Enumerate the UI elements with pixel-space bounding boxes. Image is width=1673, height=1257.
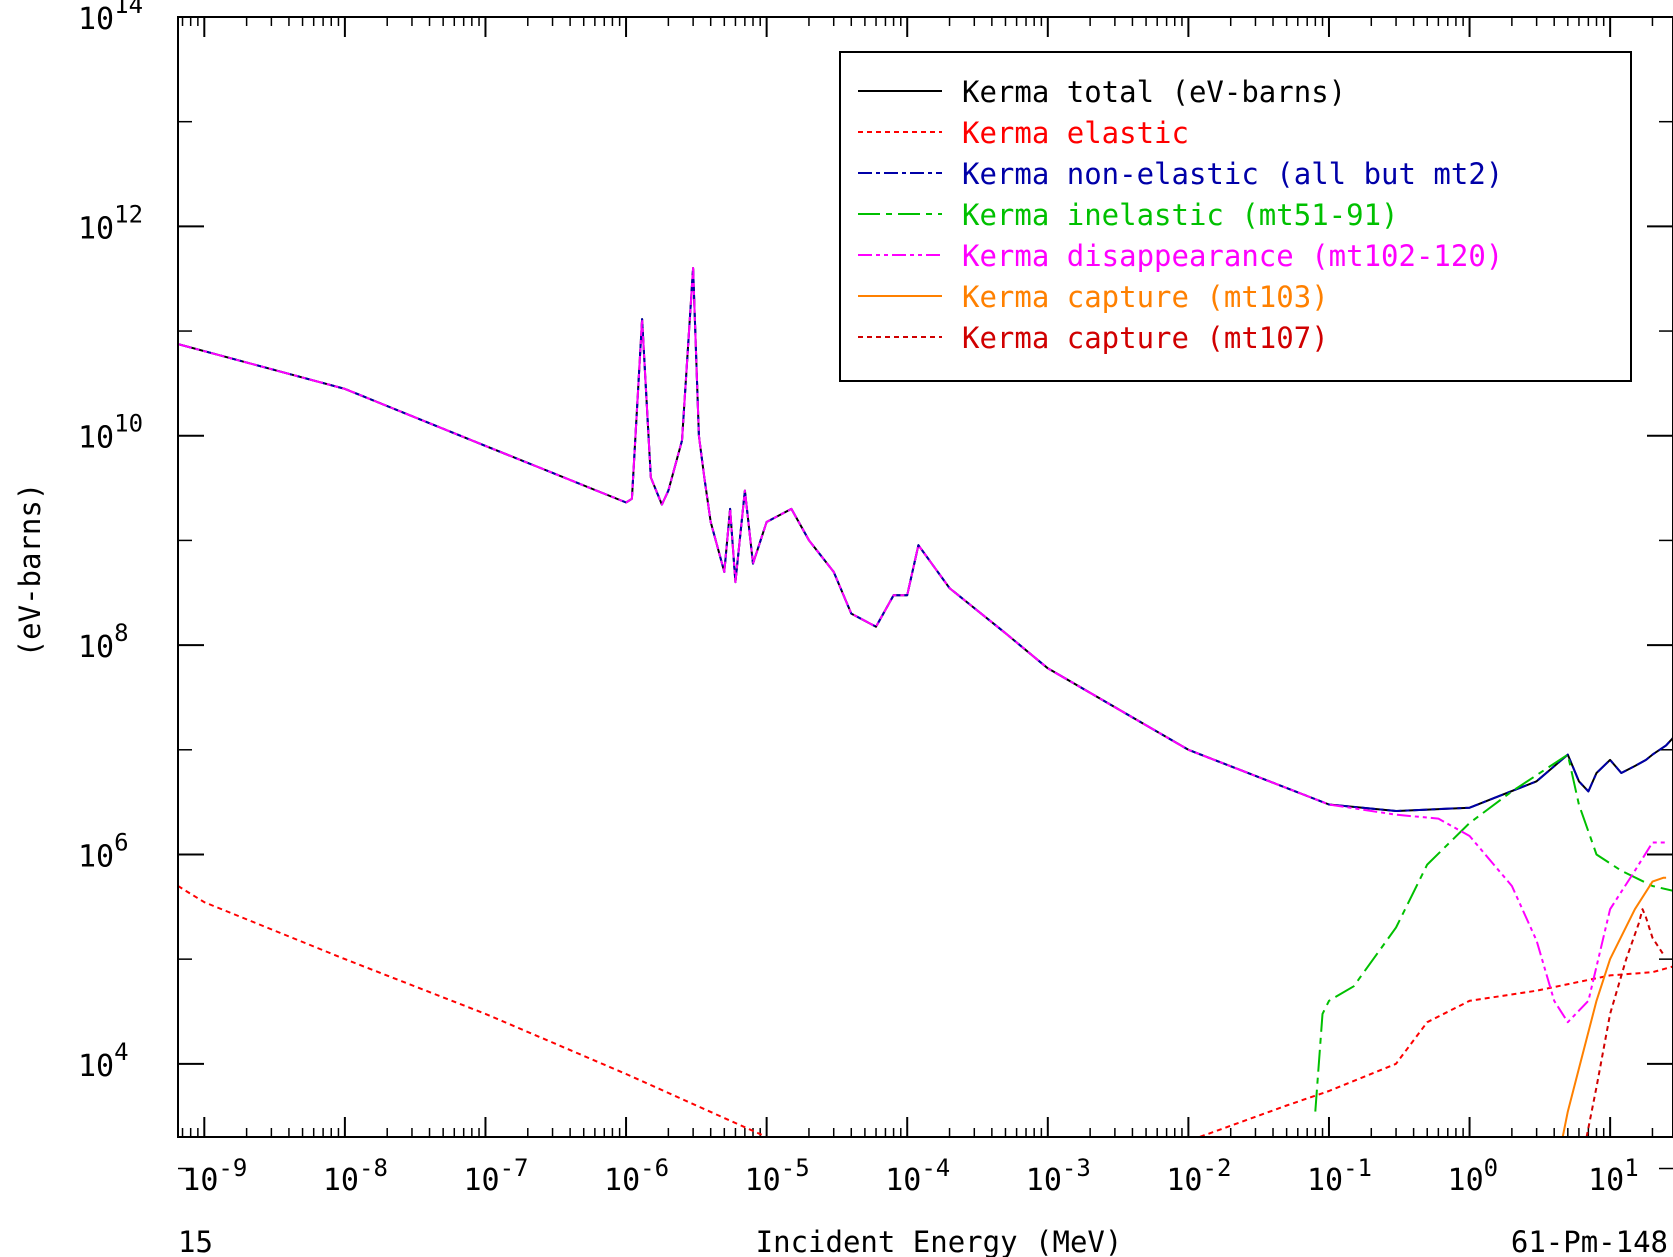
legend-label-0: Kerma total (eV-barns) xyxy=(962,75,1346,109)
x-tick-label: 10-3 xyxy=(1026,1154,1091,1198)
x-tick-label: 101 xyxy=(1588,1154,1639,1198)
y-tick-label: 1012 xyxy=(78,200,143,246)
x-tick-exponent: 0 xyxy=(1484,1154,1498,1182)
y-minor-ticks xyxy=(178,120,1673,1170)
series-line-1 xyxy=(178,885,1673,1137)
x-tick-base: 10 xyxy=(604,1163,640,1198)
x-tick-base: 10 xyxy=(1166,1163,1202,1198)
plot-frame xyxy=(177,16,1673,1138)
legend-label-4: Kerma disappearance (mt102-120) xyxy=(962,239,1503,273)
x-tick-label: 10-7 xyxy=(463,1154,528,1198)
y-tick-exponent: 6 xyxy=(114,828,128,856)
y-tick-label: 1010 xyxy=(78,410,143,456)
x-tick-base: 10 xyxy=(745,1163,781,1198)
x-tick-exponent: 1 xyxy=(1624,1154,1638,1182)
x-tick-base: 10 xyxy=(885,1163,921,1198)
x-tick-label: 10-8 xyxy=(323,1154,388,1198)
y-tick-base: 10 xyxy=(78,630,114,665)
x-tick-label: 100 xyxy=(1448,1154,1499,1198)
x-tick-exponent: -7 xyxy=(500,1154,529,1182)
y-tick-exponent: 4 xyxy=(114,1038,128,1066)
y-tick-exponent: 10 xyxy=(114,410,143,438)
x-tick-base: 10 xyxy=(1588,1163,1624,1198)
x-tick-exponent: -5 xyxy=(781,1154,810,1182)
x-tick-exponent: -9 xyxy=(218,1154,247,1182)
legend-label-5: Kerma capture (mt103) xyxy=(962,280,1329,314)
legend-label-6: Kerma capture (mt107) xyxy=(962,321,1329,355)
y-tick-base: 10 xyxy=(78,421,114,456)
x-tick-base: 10 xyxy=(182,1163,218,1198)
y-tick-base: 10 xyxy=(78,2,114,37)
legend: Kerma total (eV-barns) Kerma elastic Kerma… xyxy=(858,75,1503,355)
y-axis-title: (eV-barns) xyxy=(13,483,47,658)
x-tick-exponent: -6 xyxy=(640,1154,669,1182)
series-line-4 xyxy=(178,267,1667,1024)
x-tick-label: 10-9 xyxy=(182,1154,247,1198)
y-tick-label: 108 xyxy=(78,619,129,665)
y-tick-exponent: 12 xyxy=(114,200,143,228)
x-tick-label: 10-5 xyxy=(745,1154,810,1198)
x-tick-base: 10 xyxy=(1026,1163,1062,1198)
y-tick-label: 1014 xyxy=(78,0,143,37)
y-tick-base: 10 xyxy=(78,1049,114,1084)
y-tick-label: 106 xyxy=(78,828,129,874)
x-tick-label: 10-2 xyxy=(1166,1154,1231,1198)
x-tick-base: 10 xyxy=(1307,1163,1343,1198)
y-tick-exponent: 8 xyxy=(114,619,128,647)
x-tick-exponent: -3 xyxy=(1062,1154,1091,1182)
footer-left-label: 15 xyxy=(178,1225,213,1257)
y-tick-base: 10 xyxy=(78,839,114,874)
x-tick-exponent: -1 xyxy=(1343,1154,1372,1182)
x-tick-exponent: -2 xyxy=(1203,1154,1232,1182)
x-tick-label: 10-4 xyxy=(885,1154,950,1198)
x-tick-base: 10 xyxy=(463,1163,499,1198)
series-layer xyxy=(178,267,1673,1137)
x-axis-title: Incident Energy (MeV) xyxy=(756,1225,1123,1257)
series-line-6 xyxy=(1585,908,1665,1137)
x-tick-exponent: -8 xyxy=(359,1154,388,1182)
footer-right-label: 61-Pm-148 xyxy=(1511,1225,1668,1257)
legend-box xyxy=(839,51,1632,382)
x-tick-label: 10-1 xyxy=(1307,1154,1372,1198)
legend-label-3: Kerma inelastic (mt51-91) xyxy=(962,198,1399,232)
series-line-3 xyxy=(1314,753,1673,1112)
y-tick-label: 104 xyxy=(78,1038,129,1084)
series-line-5 xyxy=(1561,876,1667,1137)
y-tick-exponent: 14 xyxy=(114,0,143,19)
legend-label-2: Kerma non-elastic (all but mt2) xyxy=(962,157,1503,191)
x-axis-ticks: 10-9 10-8 10-7 10-6 10-5 10-4 10-3 10-2 10-1 100 1… xyxy=(182,17,1639,1198)
x-minor-ticks xyxy=(181,17,1654,1137)
y-tick-base: 10 xyxy=(78,211,114,246)
x-tick-exponent: -4 xyxy=(921,1154,950,1182)
x-tick-base: 10 xyxy=(1448,1163,1484,1198)
x-tick-base: 10 xyxy=(323,1163,359,1198)
legend-label-1: Kerma elastic xyxy=(962,116,1189,150)
x-tick-label: 10-6 xyxy=(604,1154,669,1198)
